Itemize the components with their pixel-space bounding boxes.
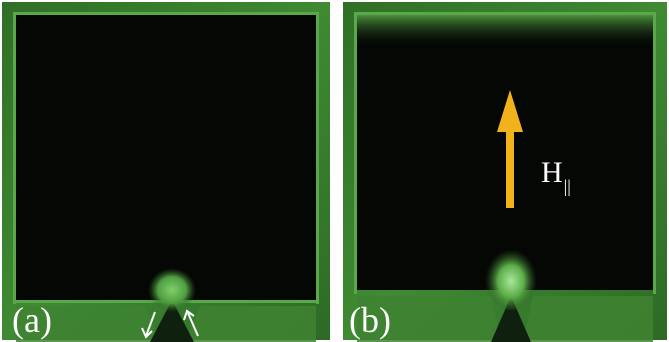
panel-label-a: (a) — [12, 300, 52, 340]
dark-domain-a — [16, 14, 316, 302]
arrow-small-icon — [141, 311, 156, 339]
arrow-up-icon — [497, 90, 523, 208]
micrograph-a — [0, 0, 332, 342]
micrograph-b — [341, 0, 669, 342]
field-subscript: || — [563, 176, 571, 196]
field-symbol: H — [541, 156, 563, 189]
panel-b: H|| (b) — [341, 0, 669, 342]
field-label: H|| — [541, 156, 571, 196]
arrow-small-icon — [183, 309, 199, 337]
panel-a: (a) — [0, 0, 332, 342]
nucleation-blob-b — [485, 246, 537, 310]
nucleation-blob-a — [148, 268, 196, 312]
panel-label-b: (b) — [349, 300, 391, 340]
dark-domain-b — [357, 14, 653, 290]
